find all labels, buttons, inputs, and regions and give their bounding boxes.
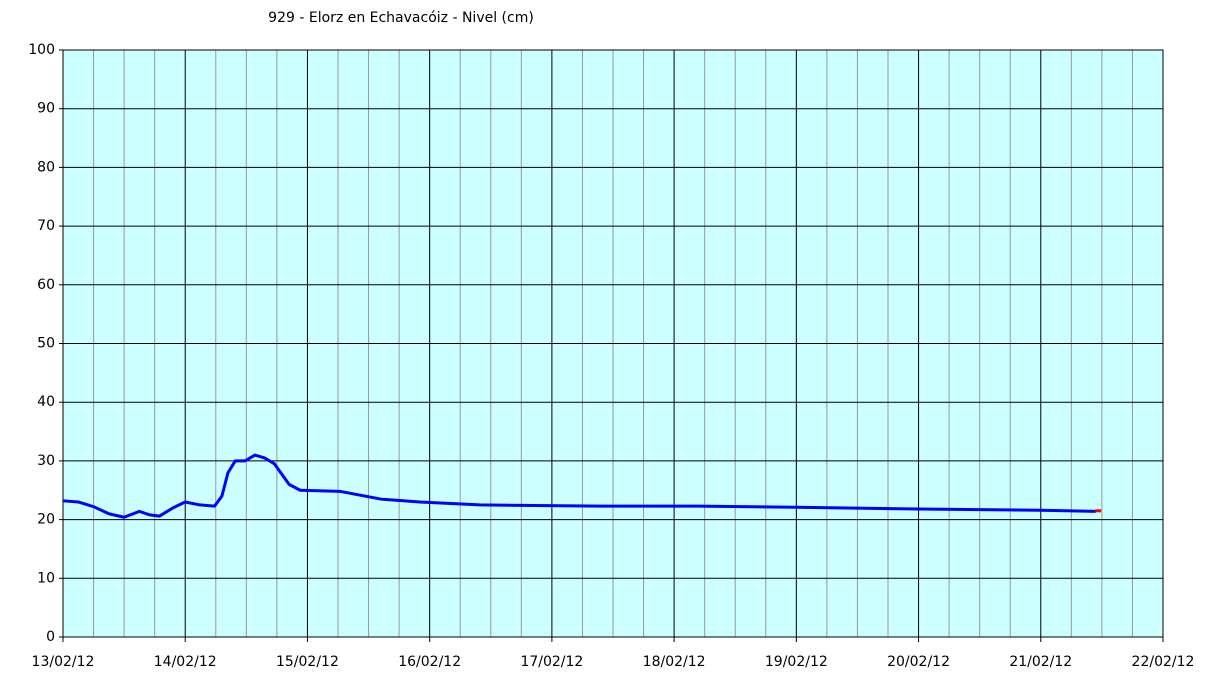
x-tick-label: 22/02/12 [1132, 654, 1195, 670]
series-line [62, 453, 1096, 519]
chart-title: 929 - Elorz en Echavacóiz - Nivel (cm) [268, 10, 534, 26]
y-tick-label: 90 [37, 101, 55, 117]
x-tick-label: 18/02/12 [643, 654, 706, 670]
y-tick-label: 40 [37, 394, 55, 410]
y-tick-label: 20 [37, 512, 55, 528]
x-tick-label: 19/02/12 [765, 654, 828, 670]
y-tick-label: 70 [37, 218, 55, 234]
y-tick-label: 30 [37, 453, 55, 469]
x-tick-label: 20/02/12 [887, 654, 950, 670]
y-tick-label: 60 [37, 277, 55, 293]
plot-border [62, 49, 1164, 638]
x-tick-label: 14/02/12 [154, 654, 217, 670]
x-tick-label: 16/02/12 [398, 654, 461, 670]
y-tick-label: 100 [28, 42, 55, 58]
y-tick-label: 50 [37, 336, 55, 352]
x-tick-label: 15/02/12 [276, 654, 339, 670]
y-tick-label: 0 [46, 629, 55, 645]
x-tick-label: 17/02/12 [520, 654, 583, 670]
y-tick-label: 10 [37, 570, 55, 586]
y-tick-label: 80 [37, 159, 55, 175]
x-tick-label: 13/02/12 [32, 654, 95, 670]
series-point [1095, 509, 1102, 513]
x-tick-label: 21/02/12 [1009, 654, 1072, 670]
